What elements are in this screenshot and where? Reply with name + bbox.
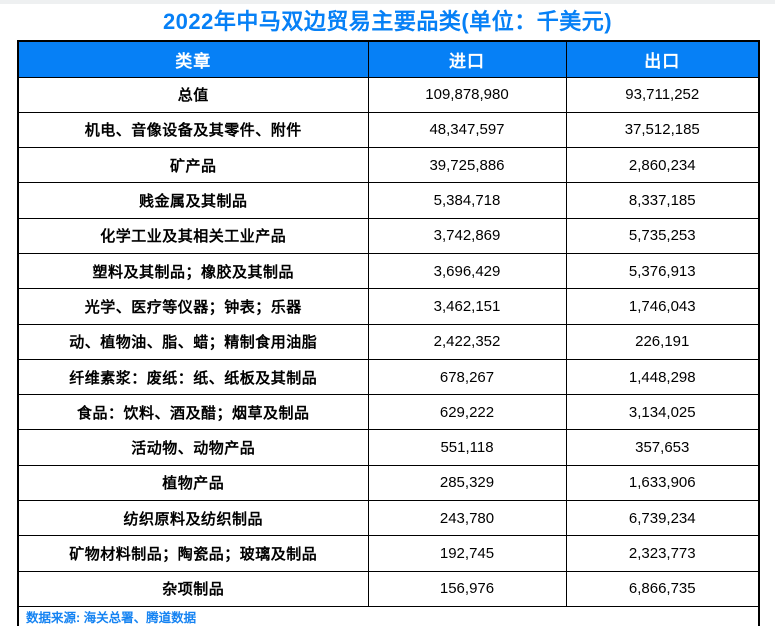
export-value-cell: 93,711,252 [565, 76, 760, 113]
table-row: 活动物、动物产品 551,118 357,653 [17, 429, 760, 466]
table-row: 动、植物油、脂、蜡；精制食用油脂 2,422,352 226,191 [17, 323, 760, 360]
category-cell: 植物产品 [17, 464, 369, 502]
table-row: 机电、音像设备及其零件、附件 48,347,597 37,512,185 [17, 111, 760, 149]
import-value-cell: 629,222 [367, 394, 567, 431]
import-value-cell: 243,780 [367, 500, 567, 537]
export-value-cell: 2,323,773 [565, 535, 760, 572]
category-cell: 食品：饮料、酒及醋；烟草及制品 [17, 394, 369, 431]
page-title: 2022年中马双边贸易主要品类(单位：千美元) [162, 9, 613, 34]
table-row: 纺织原料及纺织制品 243,780 6,739,234 [17, 500, 760, 537]
import-value-cell: 285,329 [367, 464, 567, 502]
export-value-cell: 1,746,043 [565, 288, 760, 325]
table-row: 植物产品 285,329 1,633,906 [17, 464, 760, 502]
export-value-cell: 5,376,913 [565, 252, 760, 290]
table-row: 杂项制品 156,976 6,866,735 [17, 570, 760, 607]
table-row: 总值 109,878,980 93,711,252 [17, 76, 760, 113]
import-value-cell: 3,462,151 [367, 288, 567, 325]
export-value-cell: 6,866,735 [565, 570, 760, 607]
export-value-cell: 2,860,234 [565, 147, 760, 184]
export-value-cell: 1,448,298 [565, 358, 760, 396]
category-cell: 总值 [17, 76, 369, 113]
category-cell: 贱金属及其制品 [17, 182, 369, 219]
export-value-cell: 357,653 [565, 429, 760, 466]
import-value-cell: 192,745 [367, 535, 567, 572]
trade-table-container: 类章 进口 出口 总值 109,878,980 93,711,252 机电、音像… [17, 40, 760, 626]
category-cell: 机电、音像设备及其零件、附件 [17, 111, 369, 149]
column-header-category: 类章 [17, 40, 369, 78]
category-cell: 杂项制品 [17, 570, 369, 607]
category-cell: 化学工业及其相关工业产品 [17, 217, 369, 254]
category-cell: 纺织原料及纺织制品 [17, 500, 369, 537]
category-cell: 矿物材料制品；陶瓷品；玻璃及制品 [17, 535, 369, 572]
source-row: 数据来源: 海关总署、腾道数据 [17, 605, 760, 626]
table-row: 贱金属及其制品 5,384,718 8,337,185 [17, 182, 760, 219]
import-value-cell: 3,696,429 [367, 252, 567, 290]
table-body: 总值 109,878,980 93,711,252 机电、音像设备及其零件、附件… [17, 76, 760, 607]
top-edge-strip [0, 0, 775, 4]
table-row: 化学工业及其相关工业产品 3,742,869 5,735,253 [17, 217, 760, 254]
category-cell: 纤维素浆：废纸：纸、纸板及其制品 [17, 358, 369, 396]
table-row: 食品：饮料、酒及醋；烟草及制品 629,222 3,134,025 [17, 394, 760, 431]
export-value-cell: 3,134,025 [565, 394, 760, 431]
category-cell: 矿产品 [17, 147, 369, 184]
table-row: 纤维素浆：废纸：纸、纸板及其制品 678,267 1,448,298 [17, 358, 760, 396]
column-header-import: 进口 [367, 40, 567, 78]
table-row: 塑料及其制品；橡胶及其制品 3,696,429 5,376,913 [17, 252, 760, 290]
export-value-cell: 37,512,185 [565, 111, 760, 149]
category-cell: 光学、医疗等仪器；钟表；乐器 [17, 288, 369, 325]
table-row: 矿产品 39,725,886 2,860,234 [17, 147, 760, 184]
source-note: 数据来源: 海关总署、腾道数据 [17, 605, 760, 626]
table-header-row: 类章 进口 出口 [17, 40, 760, 78]
category-cell: 动、植物油、脂、蜡；精制食用油脂 [17, 323, 369, 360]
category-cell: 活动物、动物产品 [17, 429, 369, 466]
export-value-cell: 6,739,234 [565, 500, 760, 537]
import-value-cell: 678,267 [367, 358, 567, 396]
trade-table: 类章 进口 出口 总值 109,878,980 93,711,252 机电、音像… [17, 40, 760, 626]
import-value-cell: 551,118 [367, 429, 567, 466]
export-value-cell: 5,735,253 [565, 217, 760, 254]
import-value-cell: 39,725,886 [367, 147, 567, 184]
table-row: 矿物材料制品；陶瓷品；玻璃及制品 192,745 2,323,773 [17, 535, 760, 572]
import-value-cell: 48,347,597 [367, 111, 567, 149]
table-row: 光学、医疗等仪器；钟表；乐器 3,462,151 1,746,043 [17, 288, 760, 325]
import-value-cell: 5,384,718 [367, 182, 567, 219]
export-value-cell: 226,191 [565, 323, 760, 360]
category-cell: 塑料及其制品；橡胶及其制品 [17, 252, 369, 290]
column-header-export: 出口 [565, 40, 760, 78]
export-value-cell: 8,337,185 [565, 182, 760, 219]
import-value-cell: 2,422,352 [367, 323, 567, 360]
import-value-cell: 3,742,869 [367, 217, 567, 254]
import-value-cell: 156,976 [367, 570, 567, 607]
import-value-cell: 109,878,980 [367, 76, 567, 113]
export-value-cell: 1,633,906 [565, 464, 760, 502]
